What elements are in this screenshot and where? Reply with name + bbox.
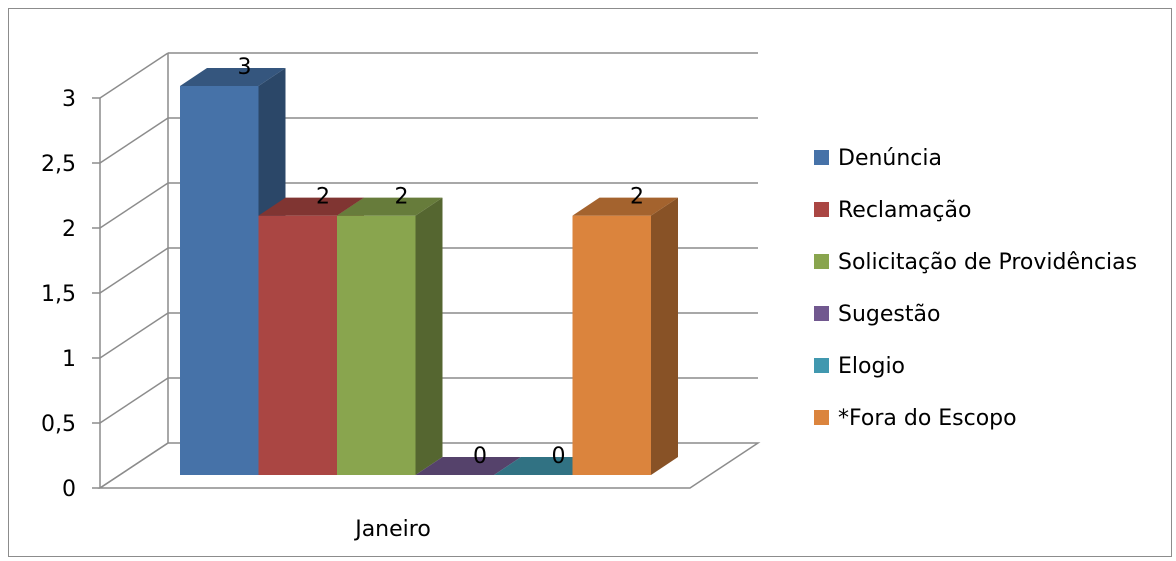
- y-tick-label: 1: [62, 347, 76, 372]
- y-tick-label: 3: [62, 87, 76, 112]
- legend-swatch: [814, 202, 829, 217]
- legend-item: Denúncia: [814, 146, 942, 171]
- data-label: 3: [238, 55, 252, 80]
- bar-top: [337, 197, 443, 216]
- legend-item: Elogio: [814, 354, 905, 379]
- gridline-side: [99, 52, 169, 99]
- legend-label: Denúncia: [838, 146, 942, 171]
- y-tick-label: 1,5: [41, 282, 76, 307]
- y-tick-label: 2: [62, 217, 76, 242]
- y-tick-label: 2,5: [41, 152, 76, 177]
- bar-front: [258, 215, 337, 475]
- bar-4: [415, 457, 521, 475]
- legend-label: Sugestão: [838, 302, 940, 327]
- data-label: 0: [552, 444, 566, 469]
- data-label: 0: [473, 444, 487, 469]
- bar-side: [415, 197, 443, 475]
- bar-top: [180, 68, 286, 86]
- legend-item: Solicitação de Providências: [814, 250, 1137, 275]
- gridline-side: [99, 117, 169, 164]
- legend-label: Elogio: [838, 354, 905, 379]
- gridline-side: [99, 442, 169, 489]
- legend-label: Solicitação de Providências: [838, 250, 1137, 275]
- bar-side: [651, 197, 678, 475]
- legend-item: Reclamação: [814, 198, 971, 223]
- gridline-side: [99, 377, 169, 424]
- bar-front: [180, 86, 259, 475]
- legend-swatch: [814, 358, 829, 373]
- value-axis: 0 0,5 1 1,5 2 2,5 3 Janeiro: [41, 87, 431, 542]
- bars: [180, 68, 678, 475]
- bar-top: [258, 197, 364, 216]
- bar-front: [572, 215, 651, 475]
- legend-label: Reclamação: [838, 198, 971, 223]
- legend-item: Sugestão: [814, 302, 940, 327]
- y-tick-label: 0,5: [41, 412, 76, 437]
- bar-top: [572, 197, 678, 216]
- data-labels: 3 2 2 0 0 2: [238, 55, 645, 469]
- legend-swatch: [814, 306, 829, 321]
- legend-swatch: [814, 410, 829, 425]
- data-label: 2: [630, 185, 644, 210]
- y-tick-label: 0: [62, 477, 76, 502]
- bar-3: [337, 197, 443, 475]
- bar-front: [337, 215, 416, 475]
- data-label: 2: [316, 185, 330, 210]
- bar-6: [572, 197, 678, 475]
- category-label: Janeiro: [353, 517, 431, 542]
- legend-swatch: [814, 150, 829, 165]
- gridline-side: [99, 247, 169, 294]
- data-label: 2: [395, 185, 409, 210]
- gridline-side: [99, 312, 169, 359]
- bar-top: [415, 457, 521, 475]
- gridline-side: [99, 182, 169, 229]
- legend: Denúncia Reclamação Solicitação de Providê…: [814, 146, 1137, 431]
- legend-swatch: [814, 254, 829, 269]
- legend-item: *Fora do Escopo: [814, 406, 1017, 431]
- legend-label: *Fora do Escopo: [838, 406, 1017, 431]
